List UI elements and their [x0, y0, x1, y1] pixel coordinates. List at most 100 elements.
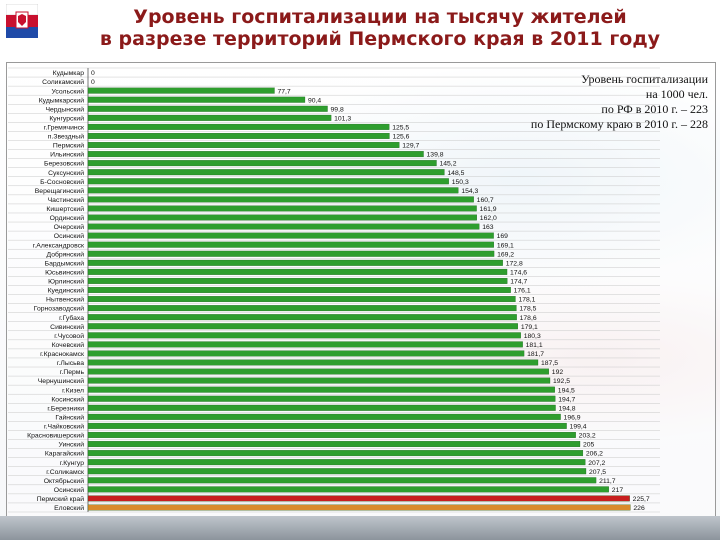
category-label: Гайнский — [55, 413, 84, 421]
data-label: 174,6 — [510, 269, 527, 276]
bar — [87, 495, 630, 502]
bar — [87, 151, 424, 158]
title-line-2: в разрезе территорий Пермского края в 20… — [99, 28, 661, 50]
category-label: Красновишерский — [27, 432, 84, 440]
bar — [87, 459, 586, 466]
category-label: Кишертский — [46, 205, 84, 213]
bar — [87, 250, 495, 257]
category-label: Сивинский — [50, 323, 84, 331]
data-label: 205 — [583, 442, 595, 449]
data-label: 172,8 — [506, 260, 523, 267]
category-label: Пермский — [53, 142, 84, 150]
data-label: 196,9 — [564, 414, 581, 421]
bar — [87, 187, 459, 194]
data-label: 99,8 — [331, 106, 344, 113]
category-label: Осинский — [54, 486, 84, 494]
category-label: Октябрьский — [44, 477, 85, 485]
perm-krai-flag-logo — [5, 3, 39, 38]
bar — [87, 305, 517, 312]
category-label: г.Чусовой — [54, 332, 84, 340]
category-label: г.Краснокамск — [40, 351, 84, 358]
data-label: 0 — [91, 70, 95, 77]
data-label: 174,7 — [510, 279, 527, 286]
bar — [87, 468, 587, 475]
category-label: Частинский — [48, 196, 85, 204]
bar — [87, 404, 556, 411]
data-label: 203,2 — [579, 433, 596, 440]
category-label: Чердынский — [45, 105, 84, 113]
data-label: 169,1 — [497, 242, 514, 249]
bar — [87, 205, 477, 212]
category-label: Чернушинский — [38, 377, 84, 385]
bar — [87, 169, 445, 176]
bar — [87, 441, 581, 447]
category-label: Ординский — [50, 214, 85, 222]
category-label: Верещагинский — [35, 187, 84, 195]
bar — [87, 268, 508, 275]
data-label: 125,6 — [392, 134, 409, 141]
category-label: г.Чайковский — [44, 423, 84, 431]
data-label: 148,5 — [447, 170, 464, 177]
data-label: 90,4 — [308, 97, 321, 104]
category-label: п.Звездный — [48, 133, 84, 141]
data-label: 192,5 — [553, 378, 570, 385]
bar — [87, 142, 400, 148]
bar — [87, 178, 449, 185]
category-label: Уинский — [58, 441, 84, 449]
data-label: 199,4 — [570, 424, 587, 431]
category-label: Березовский — [44, 160, 84, 168]
data-label: 0 — [91, 79, 95, 86]
category-label: г.Соликамск — [46, 469, 84, 476]
category-label: Косинский — [51, 395, 84, 403]
category-label: Ильинский — [50, 151, 84, 159]
note-line: на 1000 чел. — [645, 87, 708, 101]
note-line: Уровень госпитализации — [581, 72, 708, 86]
note-line: по Пермскому краю в 2010 г. – 228 — [530, 117, 708, 131]
bar — [87, 196, 474, 203]
bar — [87, 241, 494, 248]
category-label: Нытвенский — [46, 296, 84, 304]
bar — [87, 87, 275, 94]
data-label: 181,7 — [527, 351, 544, 358]
bar — [87, 350, 525, 357]
bar — [87, 422, 567, 429]
data-label: 162,0 — [480, 215, 497, 222]
note-line: по РФ в 2010 г. – 223 — [601, 102, 708, 116]
data-label: 178,5 — [519, 306, 536, 313]
bar — [87, 114, 332, 121]
category-label: Осинский — [54, 232, 84, 240]
category-label: Куединский — [48, 287, 85, 295]
category-label: г.Пермь — [60, 369, 85, 376]
category-label: Горнозаводский — [34, 305, 84, 313]
data-label: 206,2 — [586, 451, 603, 458]
bar — [87, 214, 477, 221]
bar — [87, 160, 437, 167]
bar — [87, 232, 494, 239]
data-label: 145,2 — [439, 161, 456, 168]
category-label: г.Лысьва — [57, 360, 84, 367]
data-label: 161,9 — [480, 206, 497, 213]
category-label: Еловский — [54, 504, 84, 512]
data-label: 178,1 — [518, 297, 535, 304]
category-label: г.Губаха — [59, 314, 84, 322]
title-line-1: Уровень госпитализации на тысячу жителей — [133, 6, 627, 28]
bar — [87, 287, 511, 293]
data-label: 207,5 — [589, 469, 606, 476]
footer-bar — [0, 516, 720, 540]
category-label: Б-Сосновский — [40, 178, 84, 186]
data-label: 225,7 — [633, 496, 650, 503]
category-label: Соликамский — [42, 78, 84, 86]
category-label: Кудымкар — [53, 70, 85, 77]
bar — [87, 386, 555, 393]
bar — [87, 504, 631, 511]
bar — [87, 395, 556, 402]
bar — [87, 296, 516, 303]
data-label: 150,3 — [452, 179, 469, 186]
category-label: Усольский — [52, 87, 85, 95]
category-label: Юсьвинский — [45, 268, 84, 276]
bar — [87, 105, 328, 112]
slide-title: Уровень госпитализации на тысячу жителей… — [40, 6, 720, 50]
data-label: 217 — [612, 487, 624, 494]
bar — [87, 332, 521, 339]
